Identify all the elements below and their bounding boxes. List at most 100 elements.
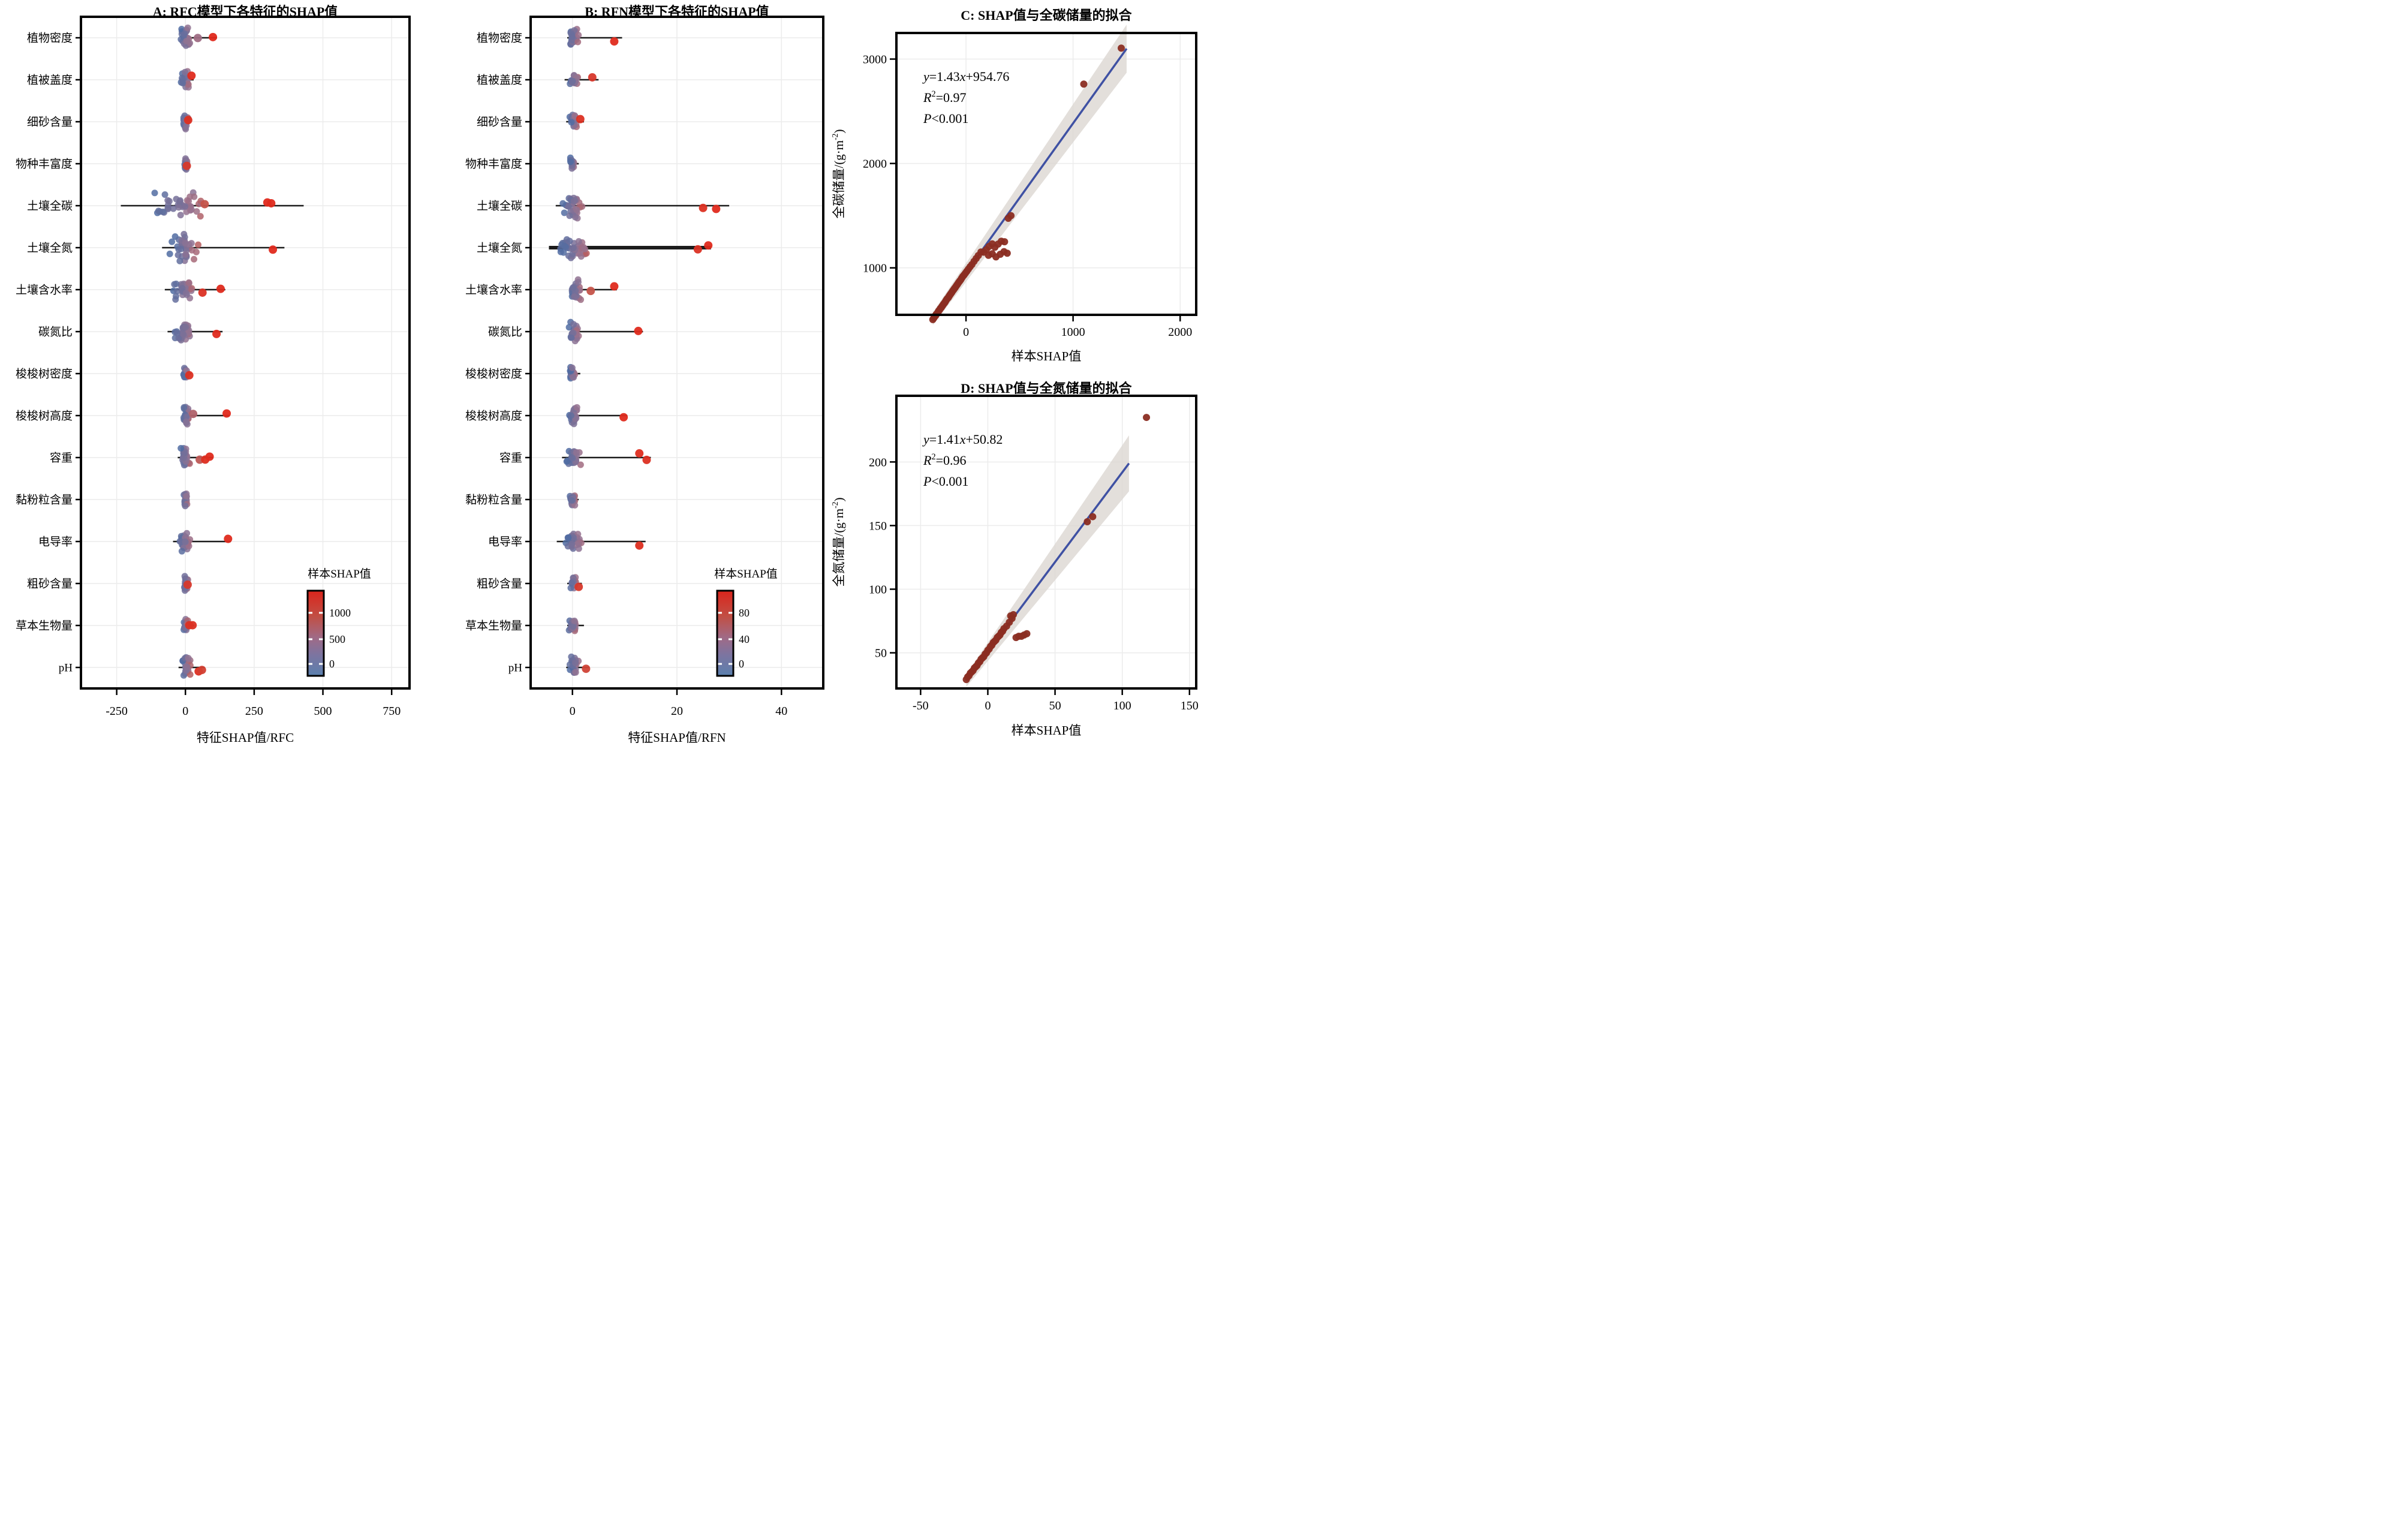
- sample-point: [180, 404, 188, 411]
- sample-point: [567, 158, 574, 166]
- sample-point: [197, 213, 204, 220]
- sample-point: [184, 24, 191, 31]
- sample-point: [182, 503, 189, 510]
- sample-point: [185, 329, 192, 336]
- sample-point: [558, 241, 565, 248]
- feature-label: 梭梭树密度: [465, 368, 522, 381]
- sample-point: [575, 238, 582, 245]
- sample-point: [567, 585, 574, 592]
- feature-label: 梭梭树密度: [16, 368, 73, 381]
- feature-label: 粗砂含量: [27, 577, 73, 591]
- sample-point: [181, 30, 188, 37]
- outlier-point: [193, 34, 202, 43]
- outlier-point: [610, 282, 619, 291]
- sample-point: [175, 335, 182, 342]
- sample-point: [178, 548, 185, 555]
- x-tick-label: 100: [1113, 699, 1131, 712]
- outlier-point: [224, 534, 233, 543]
- panel-a-beeswarm-plot: 植物密度植被盖度细砂含量物种丰富度土壤全碳土壤全氮土壤含水率碳氮比梭梭树密度梭梭…: [16, 16, 411, 718]
- colorbar-tick-label: 0: [739, 658, 744, 670]
- sample-point: [182, 68, 189, 76]
- outlier-point: [212, 329, 221, 338]
- sample-point: [571, 617, 578, 624]
- fit-equation: y=1.43x+954.76: [922, 69, 1009, 84]
- sample-point: [575, 31, 582, 38]
- panel-a-xaxis-label: 特征SHAP值/RFC: [196, 730, 294, 745]
- sample-point: [564, 457, 571, 464]
- sample-point: [570, 534, 577, 541]
- sample-point: [570, 197, 577, 204]
- sample-point: [161, 191, 168, 198]
- sample-point: [566, 237, 573, 245]
- y-tick-label: 200: [869, 456, 887, 469]
- feature-label: 电导率: [488, 536, 522, 549]
- sample-point: [173, 293, 180, 300]
- sample-point: [183, 37, 190, 44]
- panel-b-title: B: RFN模型下各特征的SHAP值: [585, 4, 769, 19]
- sample-point: [570, 321, 577, 328]
- outlier-point: [704, 241, 713, 250]
- data-point: [1001, 238, 1009, 246]
- feature-label: pH: [59, 662, 73, 675]
- outlier-point: [183, 580, 192, 589]
- sample-point: [561, 209, 568, 216]
- y-tick-label: 50: [875, 647, 887, 660]
- x-tick-label: 20: [671, 705, 683, 718]
- outlier-point: [185, 371, 194, 380]
- sample-point: [191, 193, 198, 200]
- sample-point: [183, 492, 190, 500]
- plot-frame: [80, 16, 411, 690]
- outlier-point: [610, 37, 619, 46]
- feature-label: 物种丰富度: [465, 158, 522, 171]
- shap-figure: 植物密度 植被盖度 细砂含量 物种丰富度 土壤全碳 土壤全氮 土壤含水率 碳氮比 梭梭树密度 梭梭…: [0, 0, 1204, 758]
- feature-label: 土壤全氮: [27, 242, 73, 255]
- sample-point: [182, 203, 189, 210]
- feature-label: 土壤全碳: [27, 200, 73, 213]
- x-tick-label: 750: [383, 705, 401, 718]
- sample-point: [174, 287, 181, 294]
- sample-point: [568, 497, 576, 504]
- feature-label: 草本生物量: [465, 619, 522, 633]
- sample-point: [572, 669, 579, 676]
- sample-point: [175, 204, 182, 211]
- x-tick-label: 150: [1181, 699, 1199, 712]
- data-point: [1080, 80, 1088, 88]
- colorbar-gradient: [306, 589, 325, 677]
- sample-point: [570, 244, 577, 251]
- sample-point: [177, 212, 184, 219]
- data-point: [1118, 44, 1125, 52]
- data-point: [1010, 610, 1018, 618]
- panel-c-scatter-plot: 0 1000 2000 1000 2000 3000 全碳储量/(g·m-2) y=1.43x…: [830, 25, 1197, 339]
- sample-point: [569, 455, 576, 462]
- x-tick-label: 0: [570, 705, 576, 718]
- sample-point: [166, 250, 173, 257]
- sample-point: [182, 251, 189, 258]
- outlier-point: [222, 409, 231, 418]
- sample-point: [173, 280, 180, 287]
- panel-d-xaxis-label: 样本SHAP值: [1011, 723, 1082, 738]
- colorbar-tick-label: 80: [739, 607, 750, 619]
- sample-point: [195, 241, 202, 248]
- sample-point: [182, 538, 189, 545]
- sample-point: [570, 284, 577, 291]
- sample-point: [568, 119, 575, 126]
- colorbar-title: 样本SHAP值: [308, 567, 371, 580]
- sample-point: [188, 240, 195, 247]
- sample-point: [568, 33, 576, 40]
- sample-point: [577, 296, 585, 303]
- feature-label: 土壤含水率: [465, 284, 522, 297]
- sample-point: [164, 197, 171, 204]
- sample-point: [568, 540, 576, 548]
- feature-label: 细砂含量: [477, 116, 522, 129]
- plot-frame: [895, 395, 1197, 690]
- sample-point: [567, 412, 574, 419]
- outlier-point: [635, 449, 644, 458]
- x-tick-label: 500: [314, 705, 332, 718]
- colorbar-tick-label: 500: [329, 633, 345, 645]
- feature-label: 梭梭树高度: [465, 410, 522, 423]
- feature-label: 植被盖度: [27, 74, 73, 87]
- feature-label: 电导率: [38, 536, 73, 549]
- sample-point: [572, 659, 579, 666]
- sample-point: [187, 285, 194, 293]
- sample-point: [182, 125, 189, 133]
